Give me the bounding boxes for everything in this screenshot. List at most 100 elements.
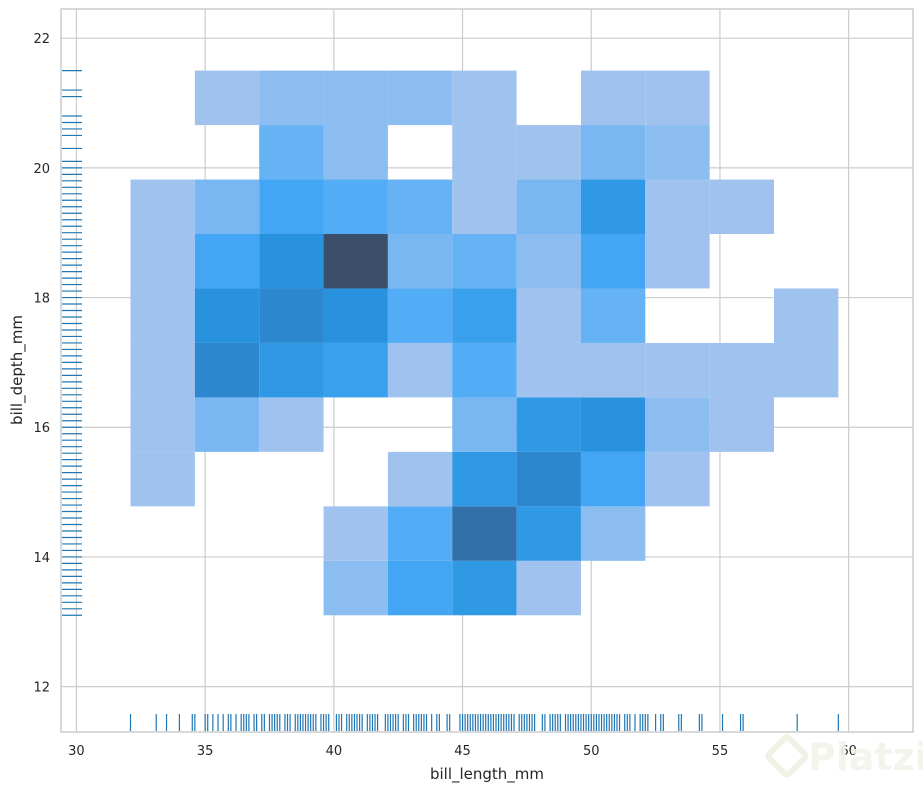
heatmap-cell	[774, 342, 839, 398]
x-tick-labels: 30 35 40 45 50 55 60	[68, 744, 857, 759]
heatmap-cell	[580, 451, 646, 507]
heatmap-cell	[323, 70, 388, 126]
x-tick-label: 30	[68, 744, 85, 759]
heatmap-cell	[516, 234, 581, 289]
heatmap-cell	[194, 397, 260, 452]
heatmap-cell	[323, 342, 388, 398]
y-tick-label: 12	[33, 681, 50, 696]
heatmap-cell	[516, 288, 581, 343]
heatmap-cell	[387, 179, 453, 235]
heatmap-cell	[387, 234, 453, 289]
y-axis-label: bill_depth_mm	[8, 315, 27, 425]
heatmap-cell	[645, 125, 710, 180]
heatmap-cell	[452, 451, 517, 507]
y-tick-label: 20	[33, 162, 50, 177]
heatmap-cell	[645, 234, 710, 289]
heatmap-cell	[709, 397, 775, 452]
heatmap-cell	[580, 234, 646, 289]
x-tick-label: 40	[326, 744, 343, 759]
heatmap-cells	[130, 70, 839, 616]
heatmap-cell	[387, 506, 453, 561]
rug-y	[62, 70, 82, 616]
heatmap-cell	[194, 342, 260, 398]
y-tick-label: 22	[33, 32, 50, 47]
platzi-logo-icon	[765, 734, 809, 778]
plot-frame	[60, 8, 914, 733]
heatmap-cell	[516, 342, 581, 398]
heatmap-cell	[452, 234, 517, 289]
heatmap-cell	[194, 288, 260, 343]
heatmap-cell	[323, 506, 388, 561]
heatmap-cell	[580, 397, 646, 452]
heatmap-cell	[645, 70, 710, 126]
heatmap-cell	[130, 451, 195, 507]
heatmap-cell	[580, 342, 646, 398]
heatmap-cell	[452, 288, 517, 343]
heatmap-cell	[516, 397, 581, 452]
heatmap-cell	[452, 70, 517, 126]
heatmap-cell	[516, 451, 581, 507]
x-tick-label: 60	[840, 744, 857, 759]
heatmap-cell	[516, 179, 581, 235]
heatmap-cell	[194, 70, 260, 126]
x-tick-label: 55	[712, 744, 729, 759]
rug-x	[129, 714, 839, 731]
heatmap-cell	[259, 397, 324, 452]
heatmap-cell	[580, 288, 646, 343]
heatmap-cell	[323, 234, 388, 289]
heatmap-cell	[645, 451, 710, 507]
heatmap-cell	[452, 342, 517, 398]
heatmap-cell	[259, 70, 324, 126]
y-tick-label: 18	[33, 292, 50, 307]
heatmap-cell	[194, 179, 260, 235]
heatmap-cell	[580, 70, 646, 126]
x-axis-label: bill_length_mm	[430, 765, 544, 784]
heatmap-cell	[387, 288, 453, 343]
heatmap-cell	[387, 342, 453, 398]
heatmap-cell	[194, 234, 260, 289]
heatmap-cell	[387, 451, 453, 507]
heatmap-cell	[259, 179, 324, 235]
x-tick-label: 35	[197, 744, 214, 759]
heatmap-cell	[130, 288, 195, 343]
heatmap-cell	[452, 506, 517, 561]
heatmap-cell	[259, 125, 324, 180]
heatmap-cell	[323, 560, 388, 616]
heatmap-cell	[452, 560, 517, 616]
heatmap-cell	[130, 179, 195, 235]
heatmap-cell	[387, 70, 453, 126]
y-tick-label: 16	[33, 421, 50, 436]
x-tick-label: 50	[583, 744, 600, 759]
heatmap-cell	[130, 342, 195, 398]
y-tick-label: 14	[33, 551, 50, 566]
heatmap-cell	[323, 179, 388, 235]
heatmap-cell	[259, 288, 324, 343]
heatmap-cell	[130, 397, 195, 452]
heatmap-cell	[516, 506, 581, 561]
heatmap-cell	[774, 288, 839, 343]
heatmap-cell	[130, 234, 195, 289]
heatmap-cell	[452, 179, 517, 235]
heatmap-cell	[580, 125, 646, 180]
heatmap-cell	[452, 125, 517, 180]
heatmap-cell	[452, 397, 517, 452]
x-tick-label: 45	[454, 744, 471, 759]
watermark: Platzi	[765, 734, 923, 779]
heatmap-cell	[645, 342, 710, 398]
heatmap-cell	[580, 506, 646, 561]
heatmap-cell	[516, 560, 581, 616]
heatmap-cell	[580, 179, 646, 235]
heatmap-cell	[259, 234, 324, 289]
heatmap-cell	[709, 342, 775, 398]
heatmap-cell	[645, 397, 710, 452]
y-tick-labels: 12 14 16 18 20 22	[33, 32, 50, 695]
heatmap-cell	[323, 125, 388, 180]
heatmap-cell	[387, 560, 453, 616]
heatmap-cell	[259, 342, 324, 398]
heatmap-cell	[709, 179, 775, 235]
watermark-text: Platzi	[808, 735, 923, 779]
heatmap-cell	[323, 288, 388, 343]
heatmap-cell	[645, 179, 710, 235]
heatmap-cell	[516, 125, 581, 180]
